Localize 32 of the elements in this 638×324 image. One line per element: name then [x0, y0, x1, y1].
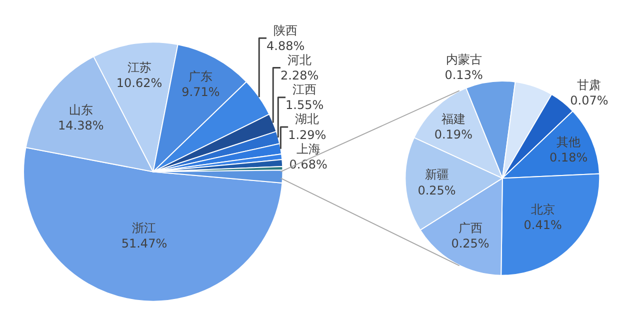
slice-label: 广西 — [458, 220, 482, 235]
data-label: 0.13% — [444, 68, 483, 82]
slice-label: 其他 — [556, 135, 581, 150]
slice-label: 江苏 — [127, 60, 152, 74]
data-label: 14.38% — [58, 118, 104, 133]
slice-label: 陕西 — [274, 23, 298, 38]
data-label: 0.07% — [570, 94, 608, 108]
slice-label: 河北 — [288, 52, 312, 67]
data-label: 10.62% — [116, 76, 162, 90]
slice-label: 新疆 — [424, 168, 449, 182]
slice-label: 北京 — [530, 202, 555, 217]
slice-label: 甘肃 — [577, 78, 602, 92]
data-label: 9.71% — [182, 85, 220, 100]
data-label: 1.55% — [286, 98, 324, 112]
data-label: 0.25% — [418, 183, 456, 198]
data-label: 51.47% — [121, 236, 168, 251]
data-label: 0.68% — [289, 157, 328, 172]
slice-label: 福建 — [441, 112, 466, 126]
slice-label: 江西 — [292, 82, 317, 97]
slice-label: 上海 — [296, 142, 320, 156]
data-label: 0.18% — [550, 150, 588, 165]
slice-label: 内蒙古 — [446, 52, 482, 66]
data-label: 0.41% — [524, 218, 562, 232]
data-label: 2.28% — [280, 68, 319, 83]
data-label: 4.88% — [266, 38, 305, 53]
slice-label: 湖北 — [295, 112, 320, 126]
slice-label: 广东 — [188, 69, 213, 84]
data-label: 0.25% — [451, 236, 490, 250]
data-label: 0.19% — [434, 128, 472, 142]
data-label: 1.29% — [288, 128, 326, 142]
slice-label: 浙江 — [132, 221, 156, 236]
slice-label: 山东 — [68, 103, 93, 118]
